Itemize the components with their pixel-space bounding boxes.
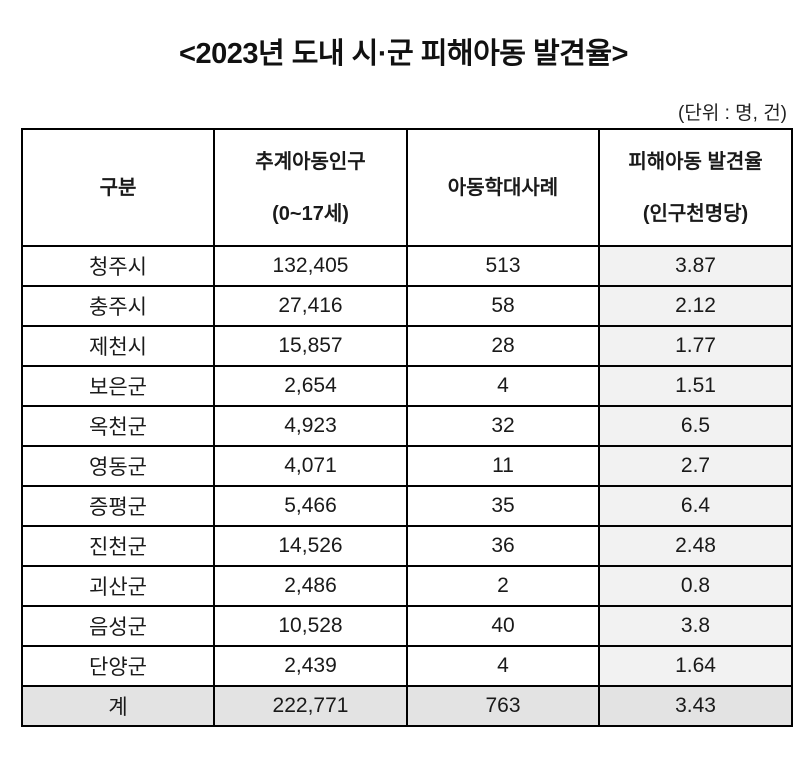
header-child-population: 추계아동인구 (0~17세) [213, 128, 408, 247]
population-cell: 2,486 [213, 565, 408, 607]
table-row: 충주시 27,416 58 2.12 [21, 285, 793, 327]
cases-cell: 11 [406, 445, 600, 487]
cases-cell: 35 [406, 485, 600, 527]
region-cell: 청주시 [21, 245, 215, 287]
region-cell: 옥천군 [21, 405, 215, 447]
rate-cell: 1.77 [598, 325, 793, 367]
table-row: 진천군 14,526 36 2.48 [21, 525, 793, 567]
population-cell: 15,857 [213, 325, 408, 367]
rate-cell: 2.7 [598, 445, 793, 487]
population-cell: 4,071 [213, 445, 408, 487]
rate-cell: 2.12 [598, 285, 793, 327]
region-cell: 보은군 [21, 365, 215, 407]
total-cases-cell: 763 [406, 685, 600, 727]
rate-cell: 0.8 [598, 565, 793, 607]
header-detection-rate: 피해아동 발견율 (인구천명당) [598, 128, 793, 247]
population-cell: 14,526 [213, 525, 408, 567]
unit-note: (단위 : 명, 건) [678, 103, 787, 124]
cases-cell: 513 [406, 245, 600, 287]
table-row: 보은군 2,654 4 1.51 [21, 365, 793, 407]
cases-cell: 36 [406, 525, 600, 567]
table-row: 증평군 5,466 35 6.4 [21, 485, 793, 527]
total-row: 계 222,771 763 3.43 [21, 685, 793, 727]
region-cell: 영동군 [21, 445, 215, 487]
abuse-rate-table: 구분 추계아동인구 (0~17세) 아동학대사례 피해아동 발견율 (인구천명당) … [21, 128, 793, 727]
rate-cell: 6.4 [598, 485, 793, 527]
cases-cell: 28 [406, 325, 600, 367]
total-population-cell: 222,771 [213, 685, 408, 727]
rate-cell: 1.51 [598, 365, 793, 407]
population-cell: 132,405 [213, 245, 408, 287]
cases-cell: 4 [406, 365, 600, 407]
page-title: <2023년 도내 시·군 피해아동 발견율> [179, 38, 628, 70]
region-cell: 증평군 [21, 485, 215, 527]
population-cell: 2,439 [213, 645, 408, 687]
table-row: 영동군 4,071 11 2.7 [21, 445, 793, 487]
rate-cell: 3.87 [598, 245, 793, 287]
table-row: 단양군 2,439 4 1.64 [21, 645, 793, 687]
table-row: 음성군 10,528 40 3.8 [21, 605, 793, 647]
total-rate-cell: 3.43 [598, 685, 793, 727]
region-cell: 충주시 [21, 285, 215, 327]
cases-cell: 32 [406, 405, 600, 447]
region-cell: 진천군 [21, 525, 215, 567]
cases-cell: 4 [406, 645, 600, 687]
rate-cell: 1.64 [598, 645, 793, 687]
cases-cell: 58 [406, 285, 600, 327]
table-row: 옥천군 4,923 32 6.5 [21, 405, 793, 447]
cases-cell: 40 [406, 605, 600, 647]
population-cell: 5,466 [213, 485, 408, 527]
table-row: 청주시 132,405 513 3.87 [21, 245, 793, 287]
region-cell: 제천시 [21, 325, 215, 367]
total-region-cell: 계 [21, 685, 215, 727]
population-cell: 2,654 [213, 365, 408, 407]
table-row: 괴산군 2,486 2 0.8 [21, 565, 793, 607]
cases-cell: 2 [406, 565, 600, 607]
region-cell: 단양군 [21, 645, 215, 687]
header-abuse-cases: 아동학대사례 [406, 128, 600, 247]
rate-cell: 3.8 [598, 605, 793, 647]
population-cell: 4,923 [213, 405, 408, 447]
header-row: 구분 추계아동인구 (0~17세) 아동학대사례 피해아동 발견율 (인구천명당) [21, 128, 793, 247]
region-cell: 괴산군 [21, 565, 215, 607]
population-cell: 10,528 [213, 605, 408, 647]
rate-cell: 2.48 [598, 525, 793, 567]
rate-cell: 6.5 [598, 405, 793, 447]
region-cell: 음성군 [21, 605, 215, 647]
population-cell: 27,416 [213, 285, 408, 327]
table-row: 제천시 15,857 28 1.77 [21, 325, 793, 367]
header-category: 구분 [21, 128, 215, 247]
